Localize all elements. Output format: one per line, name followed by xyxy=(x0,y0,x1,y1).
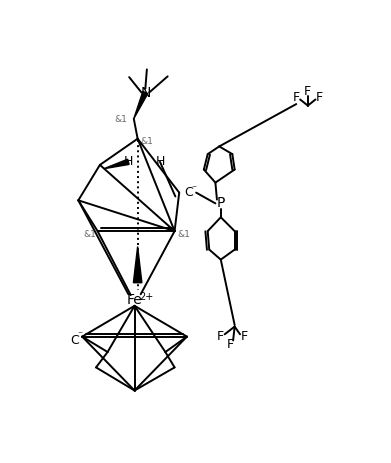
Text: F: F xyxy=(304,85,311,98)
Text: &1: &1 xyxy=(140,138,153,146)
Text: C: C xyxy=(184,186,193,199)
Text: F: F xyxy=(227,338,234,351)
Text: F: F xyxy=(217,330,224,343)
Text: F: F xyxy=(316,91,323,105)
Text: &1: &1 xyxy=(83,231,96,239)
Text: ⁻: ⁻ xyxy=(77,330,83,340)
Text: Fe: Fe xyxy=(127,294,142,307)
Text: ⁻: ⁻ xyxy=(191,184,196,194)
Text: H: H xyxy=(155,155,165,169)
Text: P: P xyxy=(217,196,225,210)
Polygon shape xyxy=(104,159,129,169)
Text: F: F xyxy=(240,330,248,343)
Polygon shape xyxy=(134,91,148,119)
Polygon shape xyxy=(133,246,142,283)
Text: 2+: 2+ xyxy=(139,292,153,301)
Text: F: F xyxy=(293,91,300,105)
Text: N: N xyxy=(140,86,151,100)
Text: &1: &1 xyxy=(178,231,190,239)
Text: &1: &1 xyxy=(114,115,127,124)
Text: H: H xyxy=(124,155,133,169)
Text: C: C xyxy=(70,334,79,347)
